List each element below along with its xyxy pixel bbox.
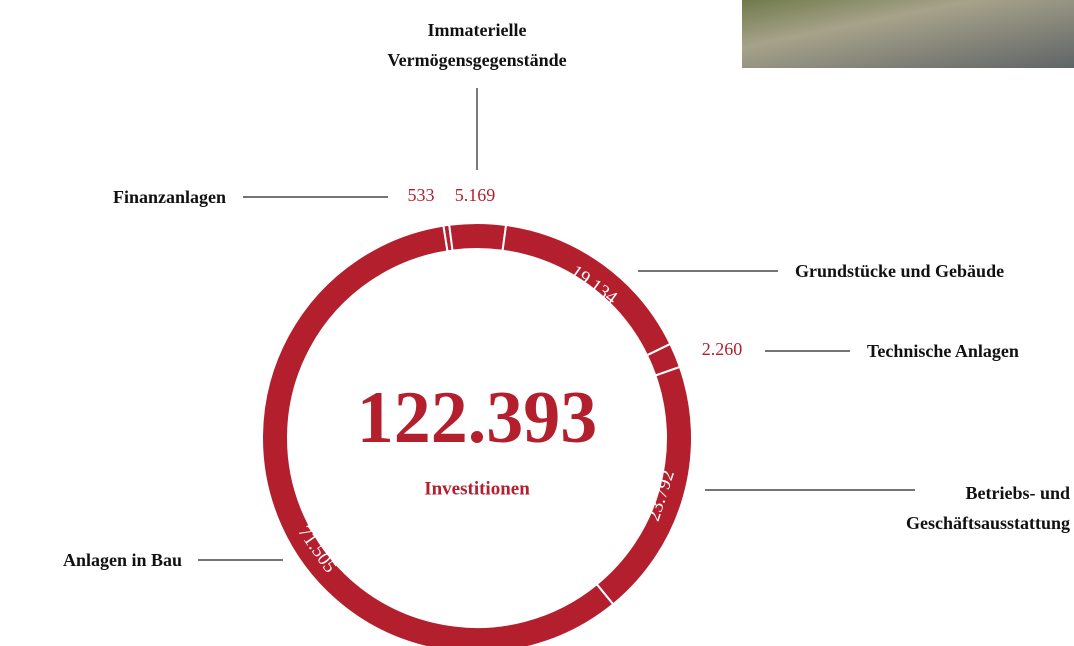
page: 122.393 Investitionen 5335.16919.1342.26… bbox=[0, 0, 1074, 646]
center-caption: Investitionen bbox=[424, 478, 530, 499]
value-label: 533 bbox=[408, 185, 435, 205]
category-label: Finanzanlagen bbox=[113, 182, 226, 212]
value-label: 2.260 bbox=[702, 339, 743, 359]
donut-segment bbox=[597, 367, 692, 604]
total: 122.393 bbox=[357, 377, 598, 459]
value-label: 5.169 bbox=[455, 185, 496, 205]
category-label: Immaterielle Vermögensgegenstände bbox=[277, 15, 677, 75]
category-label: Technische Anlagen bbox=[867, 336, 1019, 366]
category-label: Grundstücke und Gebäude bbox=[795, 256, 1004, 286]
photo bbox=[742, 0, 1074, 68]
category-label: Betriebs- und Geschäftsausstattung bbox=[906, 478, 1070, 538]
category-label: Anlagen in Bau bbox=[63, 545, 182, 575]
donut-segment bbox=[449, 223, 506, 251]
